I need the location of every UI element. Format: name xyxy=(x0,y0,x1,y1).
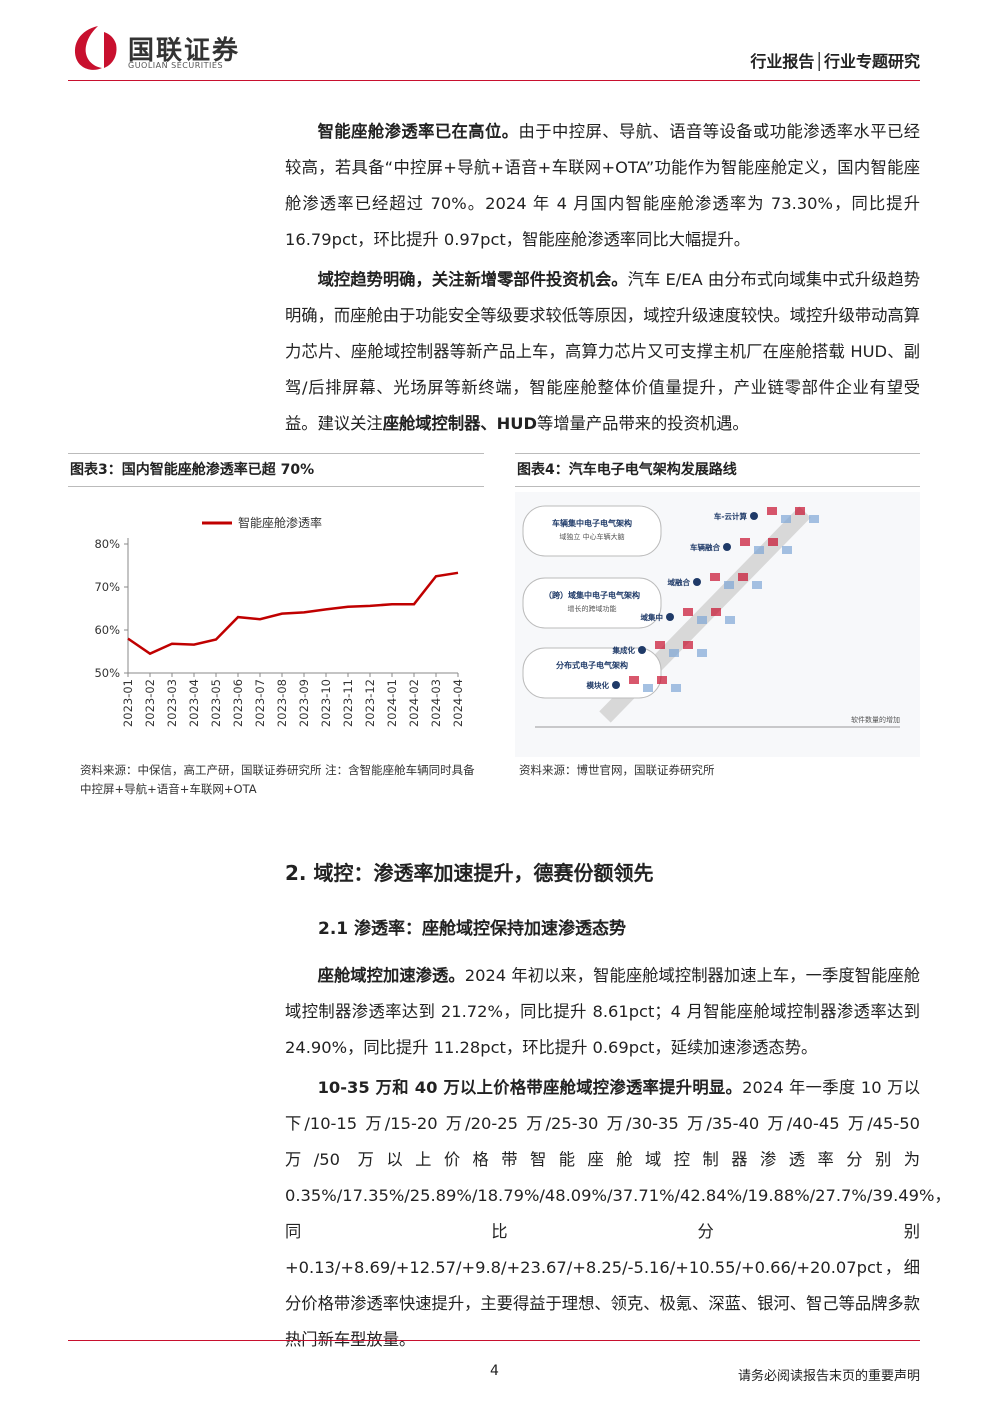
stage-label: 集成化 xyxy=(612,645,636,655)
arch-box-sub: 增长的跨域功能 xyxy=(568,604,617,613)
arch-box xyxy=(522,577,662,629)
x-tick-label: 2023-06 xyxy=(231,679,245,727)
x-tick-label: 2023-11 xyxy=(341,679,355,727)
series-line xyxy=(127,571,459,656)
x-tick-label: 2023-01 xyxy=(121,679,135,727)
stage-label: 域融合 xyxy=(668,577,691,587)
section-heading: 2. 域控：渗透率加速提升，德赛份额领先 xyxy=(285,861,654,885)
figure-source: 资料来源：中保信，高工产研，国联证券研究所 注：含智能座舱车辆同时具备中控屏+导… xyxy=(80,763,475,796)
y-tick-label: 70% xyxy=(94,580,120,594)
stage-dot xyxy=(638,646,646,654)
stage-label: 域集中 xyxy=(641,612,664,622)
x-tick-label: 2024-01 xyxy=(385,679,399,727)
paragraph: 座舱域控加速渗透。2024 年初以来，智能座舱域控制器加速上车，一季度智能座舱域… xyxy=(285,958,920,1066)
paragraph: 域控趋势明确，关注新增零部件投资机会。汽车 E/EA 由分布式向域集中式升级趋势… xyxy=(285,262,920,442)
disclaimer: 请务必阅读报告末页的重要声明 xyxy=(737,1369,920,1384)
ecu-block xyxy=(683,641,693,649)
arch-box-title: 分布式电子电气架构 xyxy=(556,660,628,670)
x-tick-label: 2024-04 xyxy=(451,679,465,727)
ecu-block xyxy=(724,581,734,589)
bold-run: 座舱域控加速渗透。 xyxy=(317,966,465,985)
stage-dot xyxy=(666,613,674,621)
legend-label: 智能座舱渗透率 xyxy=(238,515,322,530)
ecu-block xyxy=(669,649,679,657)
stage-label: 模块化 xyxy=(587,680,610,690)
x-tick-label: 2024-02 xyxy=(407,679,421,727)
logo-text: 国联证券 xyxy=(128,36,241,66)
arch-box xyxy=(522,647,662,699)
x-tick-label: 2023-12 xyxy=(363,679,377,727)
bold-run: 域控趋势明确，关注新增零部件投资机会。 xyxy=(317,270,628,289)
ecu-block xyxy=(767,507,777,515)
ecu-block xyxy=(754,546,764,554)
ecu-block xyxy=(711,608,721,616)
text-run: 汽车 E/EA 由分布式向域集中式升级趋势明确，而座舱由于功能安全等级要求较低等… xyxy=(285,270,920,433)
stage-label: 车辆融合 xyxy=(690,542,720,552)
ecu-block xyxy=(655,641,665,649)
ecu-block xyxy=(768,538,778,546)
axis-label: 软件数量的增加 xyxy=(851,715,900,724)
ecu-block xyxy=(740,538,750,546)
ecu-block xyxy=(657,676,667,684)
ecu-block xyxy=(643,684,653,692)
x-tick-label: 2024-03 xyxy=(429,679,443,727)
ecu-block xyxy=(781,515,791,523)
bold-run: 智能座舱渗透率已在高位。 xyxy=(317,122,519,141)
logo-icon xyxy=(74,26,117,70)
text-run: 等增量产品带来的投资机遇。 xyxy=(537,414,749,433)
x-tick-label: 2023-03 xyxy=(165,679,179,727)
paragraph: 10-35 万和 40 万以上价格带座舱域控渗透率提升明显。2024 年一季度 … xyxy=(285,1070,951,1358)
arch-box-title: 车辆集中电子电气架构 xyxy=(552,518,632,528)
x-tick-label: 2023-04 xyxy=(187,679,201,727)
text-run: 2024 年一季度 10 万以下/10-15 万/15-20 万/20-25 万… xyxy=(285,1078,951,1349)
stage-dot xyxy=(723,543,731,551)
figure-title: 图表4：汽车电子电气架构发展路线 xyxy=(515,453,920,487)
paragraph: 智能座舱渗透率已在高位。由于中控屏、导航、语音等设备或功能渗透率水平已经较高，若… xyxy=(285,114,920,258)
logo-en: GUOLIAN SECURITIES xyxy=(128,61,224,70)
footer-rule xyxy=(68,1340,920,1341)
header-rule xyxy=(68,80,920,81)
header-right: 行业报告│行业专题研究 xyxy=(750,52,920,71)
stage-dot xyxy=(750,512,758,520)
arch-box xyxy=(522,505,662,557)
x-tick-label: 2023-10 xyxy=(319,679,333,727)
arch-box-title: （跨）域集中电子电气架构 xyxy=(544,590,640,600)
ecu-block xyxy=(752,581,762,589)
ecu-block xyxy=(738,573,748,581)
ecu-block xyxy=(697,616,707,624)
line-chart: 50% 60% 70% 80% 2023-01 2023-02 2023-03 2023-04… xyxy=(94,515,465,727)
ecu-block xyxy=(795,507,805,515)
ecu-block xyxy=(629,676,639,684)
ecu-block xyxy=(782,546,792,554)
ecu-block xyxy=(809,515,819,523)
y-tick-label: 50% xyxy=(94,666,120,680)
x-tick-label: 2023-05 xyxy=(209,679,223,727)
stage-dot xyxy=(693,578,701,586)
ecu-block xyxy=(710,573,720,581)
text-run: 由于中控屏、导航、语音等设备或功能渗透率水平已经较高，若具备“中控屏+导航+语音… xyxy=(285,122,920,249)
x-tick-label: 2023-09 xyxy=(297,679,311,727)
text-run: 2024 年初以来，智能座舱域控制器加速上车，一季度智能座舱域控制器渗透率达到 … xyxy=(285,966,920,1057)
stage-dot xyxy=(612,681,620,689)
bold-run: 10-35 万和 40 万以上价格带座舱域控渗透率提升明显。 xyxy=(317,1078,743,1097)
arch-box-sub: 域独立 中心车辆大脑 xyxy=(559,532,624,541)
ecu-block xyxy=(671,684,681,692)
figure-source: 资料来源：博世官网，国联证券研究所 xyxy=(519,763,715,777)
x-tick-label: 2023-08 xyxy=(275,679,289,727)
ecu-block xyxy=(683,608,693,616)
figure-title: 图表3：国内智能座舱渗透率已超 70% xyxy=(68,453,484,487)
stage-label: 车-云计算 xyxy=(714,511,748,521)
subsection-heading: 2.1 渗透率：座舱域控保持加速渗透态势 xyxy=(318,919,627,939)
ecu-block xyxy=(697,649,707,657)
y-tick-label: 60% xyxy=(94,623,120,637)
y-tick-label: 80% xyxy=(94,537,120,551)
page-number: 4 xyxy=(490,1363,499,1379)
x-tick-label: 2023-07 xyxy=(253,679,267,727)
ecu-block xyxy=(725,616,735,624)
x-tick-label: 2023-02 xyxy=(143,679,157,727)
bold-run: 座舱域控制器、HUD xyxy=(382,414,538,433)
